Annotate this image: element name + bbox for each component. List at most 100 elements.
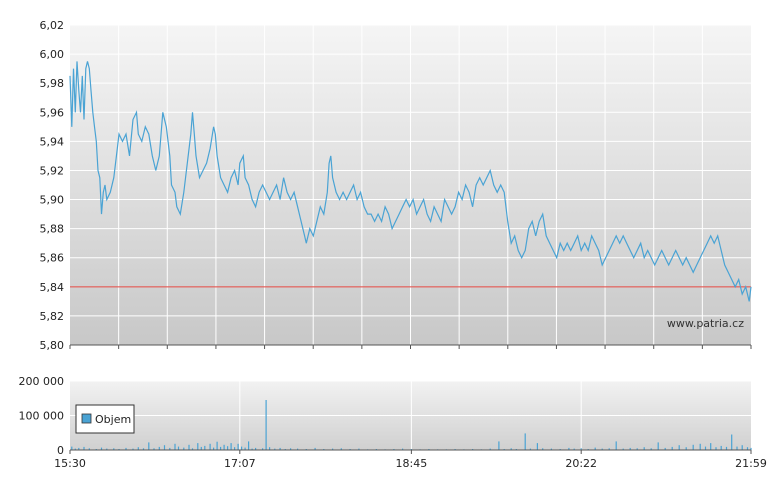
volume-bar — [191, 448, 194, 450]
price-y-tick-label: 6,02 — [40, 19, 65, 32]
volume-bar — [200, 446, 202, 450]
volume-bar — [234, 447, 236, 450]
volume-bar — [153, 448, 155, 450]
price-y-tick-label: 5,82 — [40, 310, 65, 323]
volume-x-tick-label: 15:30 — [54, 457, 86, 470]
price-y-tick-label: 5,98 — [40, 77, 65, 90]
volume-bar — [608, 448, 610, 450]
volume-bar — [678, 445, 680, 450]
price-y-tick-label: 6,00 — [40, 48, 65, 61]
price-series-line — [69, 61, 752, 302]
volume-bar — [204, 445, 206, 450]
volume-bar — [699, 443, 701, 450]
volume-bar — [710, 443, 712, 450]
volume-x-tick-label: 20:22 — [565, 457, 597, 470]
price-y-tick-label: 5,90 — [40, 194, 65, 207]
volume-y-tick-label: 200 000 — [19, 375, 65, 388]
volume-bar — [78, 447, 80, 450]
price-y-tick-label: 5,86 — [40, 252, 65, 265]
volume-bar — [568, 447, 570, 450]
volume-bar — [657, 442, 659, 450]
volume-bar — [622, 448, 624, 450]
volume-bar — [536, 443, 538, 450]
volume-bar — [137, 447, 139, 450]
volume-bar — [601, 448, 603, 450]
volume-bar — [615, 441, 617, 450]
volume-y-tick-label: 100 000 — [19, 410, 65, 423]
volume-bar — [74, 448, 76, 450]
volume-bar — [177, 446, 180, 450]
volume-bar — [704, 446, 707, 450]
volume-bar — [402, 448, 404, 450]
volume-bar — [223, 444, 225, 450]
price-panel: 6,02 6,00 5,98 5,96 5,94 5,92 5,90 5,88 5,86 5,84… — [40, 19, 752, 352]
volume-bar — [279, 447, 281, 450]
volume-bar — [237, 443, 239, 450]
volume-bar — [720, 445, 722, 450]
volume-bar — [106, 448, 108, 450]
volume-bar — [550, 448, 552, 450]
volume-bar — [100, 447, 103, 450]
volume-bar — [725, 446, 728, 450]
volume-bar — [163, 445, 166, 450]
volume-bar — [148, 442, 150, 450]
volume-y-tick-label: 0 — [57, 444, 64, 457]
volume-bar — [498, 441, 500, 450]
price-y-tick-label: 5,92 — [40, 164, 65, 177]
volume-bar — [255, 447, 257, 450]
volume-bar — [643, 447, 645, 450]
volume-bar — [269, 447, 271, 450]
legend-label: Objem — [95, 413, 131, 426]
volume-bar — [510, 448, 512, 450]
volume-x-tick-label: 18:45 — [396, 457, 428, 470]
volume-bar — [213, 447, 215, 450]
volume-bar — [489, 448, 491, 450]
volume-bar — [629, 447, 631, 450]
price-y-tick-label: 5,88 — [40, 223, 65, 236]
volume-bar — [529, 448, 531, 450]
watermark-text: www.patria.cz — [667, 317, 744, 330]
volume-bar — [132, 448, 134, 450]
volume-bar — [650, 448, 652, 450]
volume-bar — [230, 443, 232, 450]
volume-bar — [671, 446, 673, 450]
volume-bar — [746, 447, 749, 450]
volume-bar — [741, 445, 743, 450]
volume-bar — [573, 448, 575, 450]
volume-bar — [83, 446, 85, 450]
volume-panel: 200 000 100 000 0 15:30 17:07 18:45 20:22 21:5… — [19, 375, 767, 470]
volume-x-tick-label: 21:59 — [735, 457, 767, 470]
volume-bar — [524, 433, 526, 450]
volume-bar — [664, 447, 666, 450]
volume-bar — [197, 443, 199, 450]
volume-bar — [736, 446, 738, 450]
volume-bar — [297, 448, 299, 450]
volume-bar — [715, 447, 717, 450]
price-y-tick-label: 5,84 — [40, 281, 65, 294]
volume-bar — [158, 446, 160, 450]
legend-swatch — [81, 413, 92, 424]
volume-bar — [169, 447, 171, 450]
volume-bar — [692, 444, 694, 450]
volume-x-tick-label: 17:07 — [224, 457, 256, 470]
volume-y-axis: 200 000 100 000 0 — [19, 375, 65, 457]
volume-bar — [188, 444, 190, 450]
volume-bar — [227, 446, 229, 450]
volume-bar — [265, 400, 267, 450]
price-y-tick-label: 5,94 — [40, 135, 65, 148]
volume-bar — [142, 448, 145, 450]
price-x-ticks — [69, 345, 752, 349]
volume-bar — [248, 441, 250, 450]
price-y-tick-label: 5,96 — [40, 106, 65, 119]
volume-bar — [731, 434, 733, 450]
volume-bar — [750, 447, 752, 450]
volume-bar — [220, 446, 222, 450]
volume-bar — [113, 448, 115, 450]
volume-bar — [580, 448, 582, 450]
volume-legend: Objem — [75, 404, 135, 434]
price-y-axis: 6,02 6,00 5,98 5,96 5,94 5,92 5,90 5,88 5,86 5,84… — [40, 19, 65, 352]
volume-bar — [88, 448, 90, 450]
volume-bar — [358, 448, 360, 450]
